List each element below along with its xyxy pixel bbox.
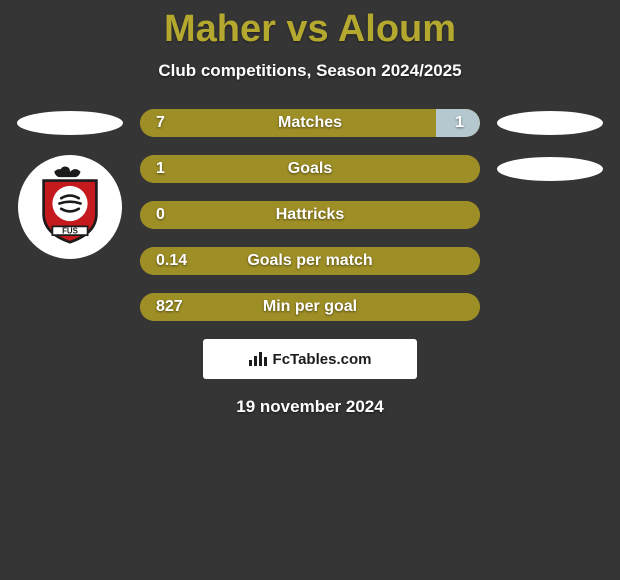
stat-bar: 7 Matches 1 [140,109,480,137]
stat-bar: 0.14 Goals per match [140,247,480,275]
stat-row: 0.14 Goals per match [10,247,610,275]
club-placeholder-icon [497,157,603,181]
svg-text:FUS: FUS [62,226,78,235]
stats-container: 7 Matches 1 1 Goals 0 Hattricks [0,109,620,321]
brand-link[interactable]: FcTables.com [203,339,417,379]
stat-value-left: 0.14 [156,252,187,270]
club-logo-icon: FUS [26,163,114,251]
date-label: 19 november 2024 [0,397,620,417]
stat-value-right: 1 [455,114,464,132]
brand-label: FcTables.com [273,351,372,368]
stat-row: 7 Matches 1 [10,109,610,137]
chart-bars-icon [249,352,267,366]
stat-value-left: 1 [156,160,165,178]
stat-bar: 827 Min per goal [140,293,480,321]
player-right-club-slot [490,157,610,181]
page-title: Maher vs Aloum [0,0,620,51]
player-right-avatar-slot [490,111,610,135]
stat-row: 827 Min per goal [10,293,610,321]
page-subtitle: Club competitions, Season 2024/2025 [0,61,620,81]
club-badge: FUS [18,155,122,259]
stat-value-left: 827 [156,298,183,316]
avatar-placeholder-icon [17,111,123,135]
stat-value-left: 0 [156,206,165,224]
stat-value-left: 7 [156,114,165,132]
avatar-placeholder-icon [497,111,603,135]
stat-bar: 0 Hattricks [140,201,480,229]
stat-bar: 1 Goals [140,155,480,183]
player-left-avatar-slot [10,111,130,135]
